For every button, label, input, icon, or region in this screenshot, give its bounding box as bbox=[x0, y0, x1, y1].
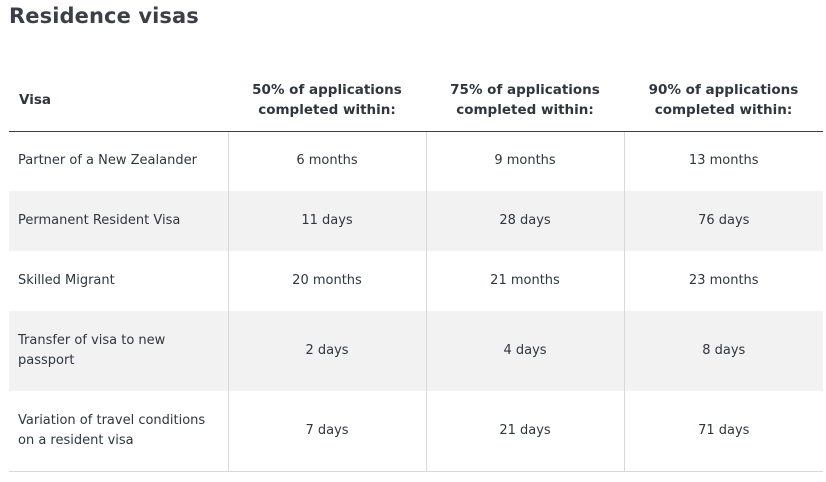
time-90-cell: 23 months bbox=[623, 251, 823, 311]
table-row: Transfer of visa to new passport 2 days … bbox=[9, 311, 823, 391]
time-75-cell: 21 days bbox=[425, 391, 624, 472]
time-50-cell: 6 months bbox=[227, 131, 426, 191]
time-75-cell: 4 days bbox=[425, 311, 624, 391]
header-50-percent: 50% of applications completed within: bbox=[228, 70, 426, 132]
visa-name-cell: Permanent Resident Visa bbox=[9, 191, 228, 251]
visa-name-cell: Partner of a New Zealander bbox=[18, 153, 197, 169]
time-75-cell: 21 months bbox=[425, 251, 624, 311]
time-50-cell: 2 days bbox=[227, 311, 426, 391]
table-row: Permanent Resident Visa 11 days 28 days … bbox=[9, 191, 823, 251]
residence-visa-processing-table: Visa 50% of applications completed withi… bbox=[9, 70, 823, 472]
page-title: Residence visas bbox=[9, 4, 199, 28]
time-90-cell: 13 months bbox=[623, 131, 823, 191]
time-90-cell: 76 days bbox=[623, 191, 823, 251]
time-50-cell: 7 days bbox=[227, 391, 426, 472]
visa-name-cell: Variation of travel conditions on a resi… bbox=[9, 391, 228, 472]
header-visa: Visa bbox=[9, 70, 228, 132]
visa-name-cell: Transfer of visa to new passport bbox=[9, 311, 228, 391]
table-row: Variation of travel conditions on a resi… bbox=[9, 391, 823, 472]
header-75-percent: 75% of applications completed within: bbox=[426, 70, 624, 132]
header-90-percent: 90% of applications completed within: bbox=[624, 70, 823, 132]
time-50-cell: 11 days bbox=[227, 191, 426, 251]
time-75-cell: 28 days bbox=[425, 191, 624, 251]
visa-name-cell: Skilled Migrant bbox=[18, 273, 115, 288]
time-90-cell: 71 days bbox=[623, 391, 823, 472]
table-header-row: Visa 50% of applications completed withi… bbox=[9, 70, 823, 132]
time-90-cell: 8 days bbox=[623, 311, 823, 391]
table-row: Partner of a New Zealander 6 months 9 mo… bbox=[9, 131, 823, 191]
time-50-cell: 20 months bbox=[227, 251, 426, 311]
time-75-cell: 9 months bbox=[425, 131, 624, 191]
table-row: Skilled Migrant 20 months 21 months 23 m… bbox=[9, 251, 823, 311]
